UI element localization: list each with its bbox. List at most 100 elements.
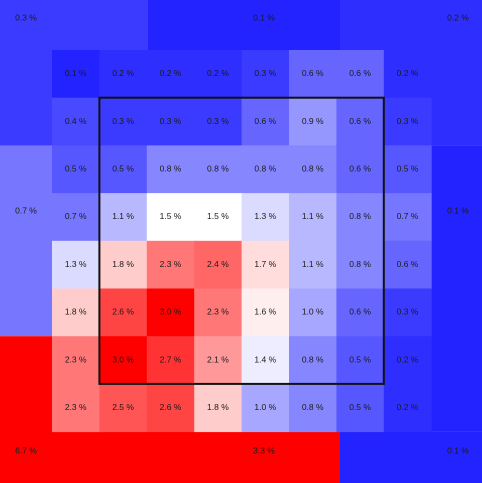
grid-cell-label-r3-c2: 0.5 % bbox=[112, 164, 134, 174]
outer-zone-left-upper bbox=[0, 50, 52, 146]
inner-grid bbox=[52, 50, 432, 433]
grid-cell-r2-c2 bbox=[99, 97, 148, 146]
grid-cell-label-r2-c3: 0.3 % bbox=[160, 116, 182, 126]
grid-cell-label-r1-c3: 0.2 % bbox=[160, 68, 182, 78]
grid-cell-label-r4-c3: 1.5 % bbox=[160, 211, 182, 221]
grid-cell-r4-c4 bbox=[194, 193, 243, 242]
grid-cell-r6-c8 bbox=[383, 288, 432, 337]
grid-cell-r3-c8 bbox=[383, 145, 432, 194]
grid-cell-label-r5-c8: 0.6 % bbox=[397, 259, 419, 269]
grid-cell-r7-c4 bbox=[194, 336, 243, 385]
grid-cell-label-r4-c7: 0.8 % bbox=[349, 211, 371, 221]
grid-cell-r5-c4 bbox=[194, 240, 243, 289]
grid-cell-r7-c7 bbox=[336, 336, 385, 385]
grid-cell-label-r8-c5: 1.0 % bbox=[254, 402, 276, 412]
grid-cell-r2-c3 bbox=[146, 97, 195, 146]
grid-cell-r8-c7 bbox=[336, 383, 385, 433]
grid-cell-r6-c4 bbox=[194, 288, 243, 337]
outer-zone-label-left-middle: 0.7 % bbox=[15, 205, 37, 215]
grid-cell-r3-c4 bbox=[194, 145, 243, 194]
grid-cell-r4-c7 bbox=[336, 193, 385, 242]
grid-cell-label-r1-c1: 0.1 % bbox=[65, 68, 87, 78]
strike-zone-box bbox=[98, 96, 385, 385]
outer-zone-left-middle bbox=[0, 145, 52, 337]
outer-zone-label-bottom-right: 0.1 % bbox=[447, 445, 469, 455]
grid-cell-r7-c3 bbox=[146, 336, 195, 385]
grid-cell-label-r5-c7: 0.8 % bbox=[349, 259, 371, 269]
grid-cell-label-r1-c5: 0.3 % bbox=[254, 68, 276, 78]
grid-cell-label-r1-c2: 0.2 % bbox=[112, 68, 134, 78]
grid-cell-label-r7-c5: 1.4 % bbox=[254, 354, 276, 364]
grid-cell-label-r3-c1: 0.5 % bbox=[65, 164, 87, 174]
grid-cell-r1-c2 bbox=[99, 50, 148, 99]
grid-cell-label-r1-c8: 0.2 % bbox=[397, 68, 419, 78]
outer-zone-top bbox=[148, 0, 340, 50]
grid-cell-r1-c7 bbox=[336, 50, 385, 99]
grid-cell-r3-c5 bbox=[241, 145, 290, 194]
grid-cell-r2-c7 bbox=[336, 97, 385, 146]
outer-zone-label-bottom-left: 6.7 % bbox=[15, 445, 37, 455]
grid-cell-label-r6-c1: 1.8 % bbox=[65, 307, 87, 317]
grid-cell-label-r8-c1: 2.3 % bbox=[65, 402, 87, 412]
grid-cell-r6-c5 bbox=[241, 288, 290, 337]
grid-cell-label-r6-c4: 2.3 % bbox=[207, 307, 229, 317]
grid-cell-r7-c1 bbox=[52, 336, 100, 385]
grid-cell-label-r6-c7: 0.6 % bbox=[349, 307, 371, 317]
grid-cell-r1-c3 bbox=[146, 50, 195, 99]
grid-cell-r1-c6 bbox=[289, 50, 337, 99]
grid-cell-r3-c2 bbox=[99, 145, 148, 194]
grid-cell-r6-c6 bbox=[289, 288, 337, 337]
grid-cell-r5-c8 bbox=[383, 240, 432, 289]
grid-cell-r4-c2 bbox=[99, 193, 148, 242]
grid-cell-label-r7-c1: 2.3 % bbox=[65, 354, 87, 364]
outer-zone-bottom bbox=[148, 431, 340, 483]
grid-cell-r7-c2 bbox=[99, 336, 148, 385]
grid-cell-r6-c1 bbox=[52, 288, 100, 337]
grid-cell-r5-c2 bbox=[99, 240, 148, 289]
grid-cell-r4-c8 bbox=[383, 193, 432, 242]
grid-cell-label-r6-c6: 1.0 % bbox=[302, 307, 324, 317]
grid-cell-label-r7-c4: 2.1 % bbox=[207, 354, 229, 364]
grid-cell-label-r4-c8: 0.7 % bbox=[397, 211, 419, 221]
grid-cell-label-r8-c2: 2.5 % bbox=[112, 402, 134, 412]
grid-cell-r7-c6 bbox=[289, 336, 337, 385]
grid-cell-r4-c1 bbox=[52, 193, 100, 242]
grid-cell-label-r5-c5: 1.7 % bbox=[254, 259, 276, 269]
grid-cell-label-r5-c1: 1.3 % bbox=[65, 259, 87, 269]
grid-cell-label-r8-c7: 0.5 % bbox=[349, 402, 371, 412]
grid-cell-r6-c2 bbox=[99, 288, 148, 337]
grid-cell-r8-c5 bbox=[241, 383, 290, 433]
grid-cell-r3-c7 bbox=[336, 145, 385, 194]
grid-cell-r6-c3 bbox=[146, 288, 195, 337]
grid-cell-r7-c5 bbox=[241, 336, 290, 385]
grid-cell-r2-c1 bbox=[52, 97, 100, 146]
grid-cell-r3-c6 bbox=[289, 145, 337, 194]
grid-cell-r8-c2 bbox=[99, 383, 148, 433]
grid-cell-label-r6-c8: 0.3 % bbox=[397, 307, 419, 317]
grid-cell-label-r1-c4: 0.2 % bbox=[207, 68, 229, 78]
grid-cell-label-r5-c2: 1.8 % bbox=[112, 259, 134, 269]
grid-cell-r5-c3 bbox=[146, 240, 195, 289]
grid-cell-label-r4-c6: 1.1 % bbox=[302, 211, 324, 221]
grid-cell-label-r3-c8: 0.5 % bbox=[397, 164, 419, 174]
grid-cell-r2-c5 bbox=[241, 97, 290, 146]
outer-zone-bottom-right bbox=[340, 431, 482, 483]
grid-cell-r1-c8 bbox=[383, 50, 432, 99]
outer-zone-right-middle bbox=[431, 145, 482, 432]
grid-cell-r8-c3 bbox=[146, 383, 195, 433]
grid-cell-label-r8-c4: 1.8 % bbox=[207, 402, 229, 412]
grid-cell-label-r5-c4: 2.4 % bbox=[207, 259, 229, 269]
grid-cell-r7-c8 bbox=[383, 336, 432, 385]
grid-cell-r2-c6 bbox=[289, 97, 337, 146]
grid-cell-label-r6-c2: 2.6 % bbox=[112, 307, 134, 317]
grid-cell-r8-c8 bbox=[383, 383, 432, 433]
grid-cell-r8-c6 bbox=[289, 383, 337, 433]
grid-cell-r3-c1 bbox=[52, 145, 100, 194]
grid-cell-label-r6-c3: 3.0 % bbox=[160, 307, 182, 317]
grid-cell-label-r8-c6: 0.8 % bbox=[302, 402, 324, 412]
grid-cell-label-r4-c2: 1.1 % bbox=[112, 211, 134, 221]
grid-cell-label-r7-c8: 0.2 % bbox=[397, 354, 419, 364]
grid-cell-label-r3-c6: 0.8 % bbox=[302, 164, 324, 174]
